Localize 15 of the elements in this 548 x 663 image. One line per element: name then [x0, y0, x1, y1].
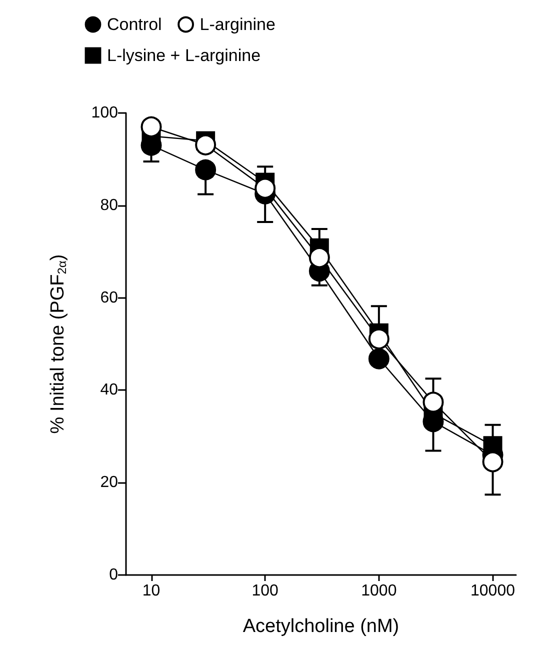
x-tick-label: 10: [142, 582, 160, 600]
legend-label: Control: [107, 15, 162, 34]
x-tick-label: 1000: [361, 582, 397, 600]
y-tick-label: 0: [109, 566, 118, 584]
y-tick-label: 20: [100, 474, 118, 492]
x-axis-title: Acetylcholine (nM): [242, 616, 400, 637]
legend-label: L-arginine: [200, 15, 276, 34]
y-axis-title: % Initial tone (PGF2α): [48, 254, 69, 434]
y-tick-label: 100: [91, 104, 118, 122]
x-tick-label: 100: [252, 582, 279, 600]
legend-label: L-lysine + L-arginine: [107, 46, 261, 65]
y-tick-label: 80: [100, 196, 118, 214]
x-tick-label: 10000: [470, 582, 516, 600]
y-tick-label: 40: [100, 382, 118, 399]
y-tick-label: 60: [100, 289, 118, 306]
